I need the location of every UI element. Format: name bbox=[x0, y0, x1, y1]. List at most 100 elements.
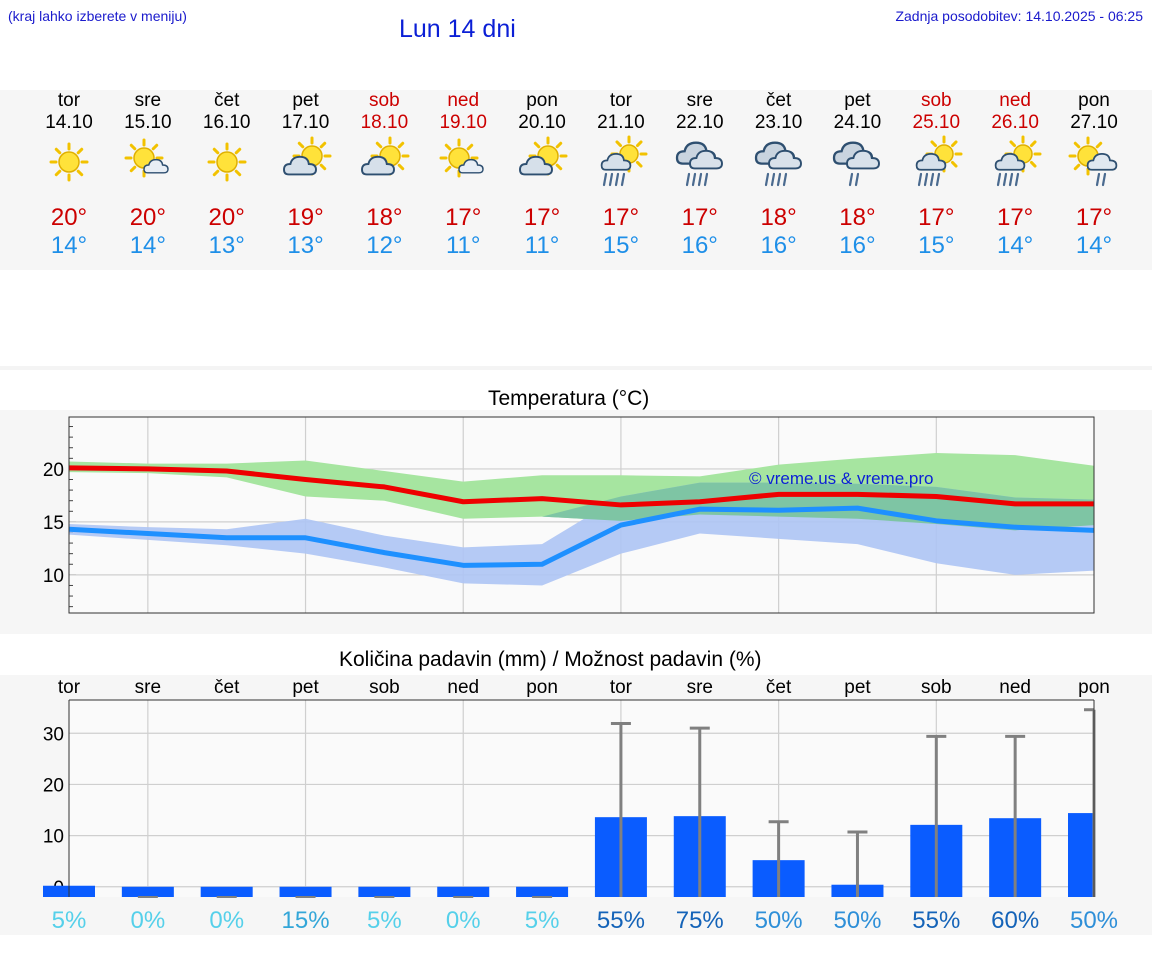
day-date: 14.10 bbox=[45, 112, 93, 133]
cloud-light-rain-icon bbox=[833, 141, 881, 187]
partly-cloudy-icon bbox=[361, 136, 410, 176]
day-name: pet bbox=[844, 90, 871, 111]
forecast-day: sre 15.10 20° 14° bbox=[103, 90, 193, 260]
precip-probability: 0% bbox=[131, 907, 166, 934]
day-date: 15.10 bbox=[124, 112, 172, 133]
y-tick-label: 10 bbox=[43, 827, 64, 848]
cloud-shape bbox=[282, 155, 317, 176]
x-tick-label: ned bbox=[999, 677, 1031, 698]
rain-shape bbox=[997, 172, 1020, 187]
min-temp: 16° bbox=[839, 232, 876, 259]
sun-cloud-light-rain-icon bbox=[1068, 136, 1118, 187]
max-temp: 17° bbox=[1075, 204, 1113, 231]
min-temp: 11° bbox=[524, 232, 560, 259]
forecast-day: sob 25.10 17° 15° bbox=[891, 90, 981, 260]
min-temp: 14° bbox=[50, 232, 88, 259]
cloud-shape bbox=[916, 153, 947, 171]
day-date: 19.10 bbox=[439, 112, 487, 133]
day-date: 23.10 bbox=[754, 112, 803, 133]
rain-shape bbox=[1095, 172, 1107, 187]
temperature-chart: 10 15 20 © vreme.us & vreme.pro bbox=[43, 416, 1095, 614]
y-tick-label: 20 bbox=[43, 775, 64, 796]
min-temp: 14° bbox=[996, 232, 1034, 259]
forecast-day: ned 26.10 17° 14° bbox=[970, 90, 1060, 260]
min-temp: 16° bbox=[681, 232, 718, 259]
precip-probability: 75% bbox=[676, 907, 724, 934]
cloud-shape bbox=[519, 155, 554, 176]
day-date: 21.10 bbox=[597, 112, 645, 133]
watermark: © vreme.us & vreme.pro bbox=[749, 469, 933, 488]
precip-bar bbox=[121, 886, 174, 897]
precip-probability: 55% bbox=[912, 907, 960, 934]
x-tick-label: ned bbox=[447, 677, 479, 698]
max-temp: 17° bbox=[523, 204, 561, 231]
y-tick-label: 20 bbox=[43, 460, 64, 481]
min-temp: 12° bbox=[366, 232, 403, 259]
y-tick-label: 15 bbox=[43, 513, 64, 534]
temperature-chart-title: Temperatura (°C) bbox=[488, 387, 650, 410]
cloud-rain-icon bbox=[675, 141, 723, 187]
precip-probability: 0% bbox=[209, 907, 244, 934]
forecast-day: čet 16.10 20° 13° bbox=[182, 90, 272, 260]
x-tick-label: sob bbox=[921, 677, 952, 698]
rain-shape bbox=[764, 172, 787, 187]
sun-rain-icon bbox=[600, 135, 648, 187]
precip-probability: 55% bbox=[597, 907, 645, 934]
min-temp: 13° bbox=[208, 232, 245, 259]
day-name: pet bbox=[292, 90, 319, 111]
page-title: Lun 14 dni bbox=[399, 15, 516, 43]
precip-probability: 50% bbox=[1070, 907, 1118, 934]
day-name: pon bbox=[1078, 90, 1110, 111]
cloud-shape bbox=[361, 155, 396, 176]
max-temp: 19° bbox=[287, 204, 324, 231]
precip-probability: 50% bbox=[755, 907, 803, 934]
rain-shape bbox=[918, 172, 941, 187]
cloud-shape bbox=[143, 158, 169, 174]
last-updated: Zadnja posodobitev: 14.10.2025 - 06:25 bbox=[895, 8, 1143, 24]
day-name: čet bbox=[214, 90, 240, 111]
day-date: 18.10 bbox=[360, 112, 409, 133]
forecast-day: tor 21.10 17° 15° bbox=[576, 90, 666, 260]
max-temp: 20° bbox=[129, 204, 166, 231]
day-name: ned bbox=[999, 90, 1031, 111]
min-temp: 13° bbox=[287, 232, 324, 259]
max-temp: 20° bbox=[50, 204, 88, 231]
sun-icon bbox=[207, 142, 247, 182]
x-tick-label: tor bbox=[610, 677, 633, 698]
min-temp: 15° bbox=[602, 232, 640, 259]
x-tick-label: čet bbox=[766, 677, 792, 698]
sun-shape bbox=[207, 142, 247, 182]
day-name: sre bbox=[134, 90, 162, 111]
rain-shape bbox=[685, 172, 708, 187]
cloud-shape bbox=[688, 149, 723, 170]
min-temp: 14° bbox=[1075, 232, 1113, 259]
day-name: sre bbox=[686, 90, 713, 111]
sun-rain-icon bbox=[916, 135, 963, 187]
day-name: čet bbox=[765, 90, 792, 111]
day-name: tor bbox=[57, 90, 81, 111]
cloud-shape bbox=[600, 153, 632, 171]
section-divider bbox=[0, 366, 1152, 370]
sun-shape bbox=[49, 142, 89, 182]
forecast-day: pon 27.10 17° 14° bbox=[1049, 90, 1139, 260]
max-temp: 18° bbox=[760, 204, 797, 231]
max-temp: 17° bbox=[445, 204, 482, 231]
range-overlap-band bbox=[69, 472, 1094, 531]
precipitation-chart: tor sre čet pet sob ned pon tor sre čet pet sob ned p… bbox=[43, 677, 1118, 934]
day-name: ned bbox=[447, 90, 480, 111]
x-tick-label: sre bbox=[687, 677, 713, 698]
day-date: 17.10 bbox=[281, 112, 330, 133]
max-temp: 18° bbox=[839, 204, 876, 231]
max-temp: 20° bbox=[208, 204, 245, 231]
cloud-shape bbox=[1086, 153, 1118, 171]
precip-bar bbox=[279, 886, 332, 897]
max-temp-line bbox=[68, 465, 1094, 508]
max-temp: 17° bbox=[918, 204, 955, 231]
rain-shape bbox=[602, 172, 626, 187]
x-tick-label: tor bbox=[58, 677, 81, 698]
forecast-panel bbox=[0, 90, 1152, 270]
location-hint[interactable]: (kraj lahko izberete v meniju) bbox=[8, 8, 187, 24]
cloud-shape bbox=[458, 158, 484, 174]
min-temp: 11° bbox=[445, 232, 481, 259]
x-tick-label: sre bbox=[135, 677, 161, 698]
